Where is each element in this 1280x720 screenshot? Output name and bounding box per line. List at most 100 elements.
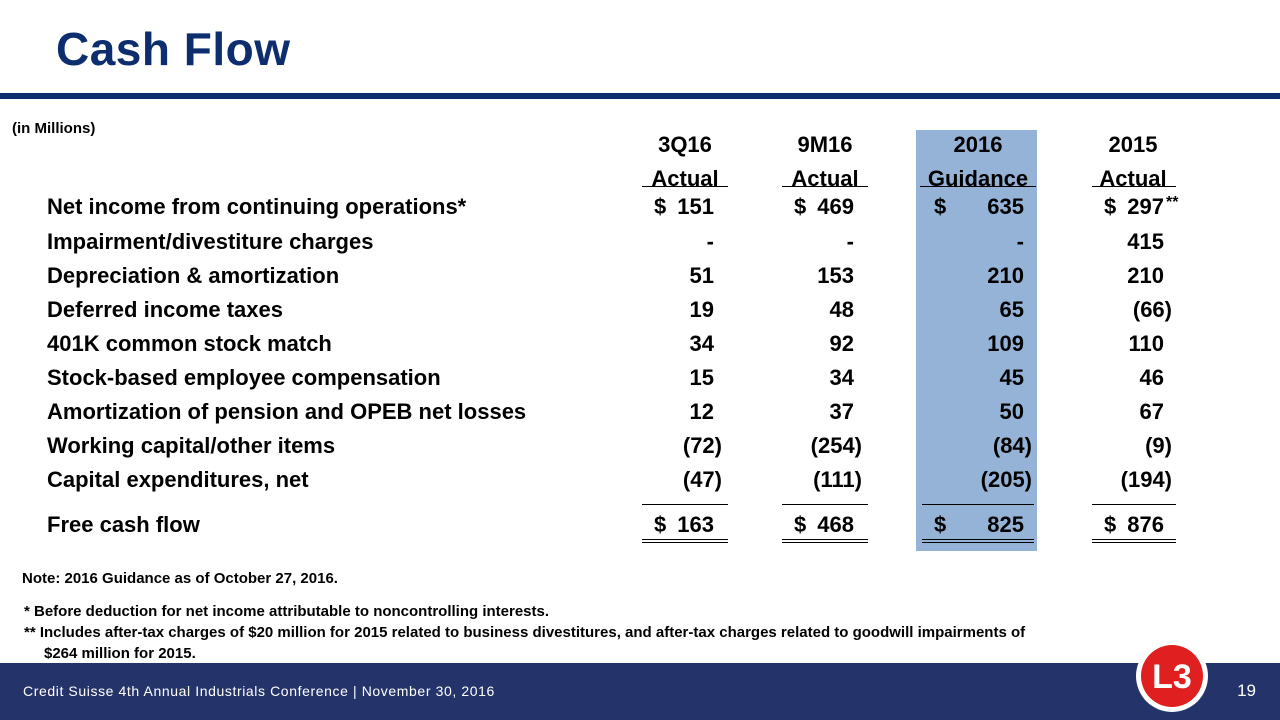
row-label-net-income: Net income from continuing operations* (47, 194, 467, 219)
net-income-footnote-marker: ** (1166, 186, 1192, 220)
column-header-period: 2015 (1108, 132, 1158, 157)
cell-value: 45 (999, 365, 1024, 390)
cell-deferred-taxes-2015: (66) (1104, 293, 1172, 327)
cell-impairment-2016: - (934, 225, 1024, 259)
subtotal-rule (642, 504, 728, 505)
row-label-free-cash-flow: Free cash flow (47, 512, 200, 537)
column-header-period: 3Q16 (658, 132, 712, 157)
guidance-column-highlight (916, 130, 1037, 551)
cell-stock-comp-2015: 46 (1104, 361, 1164, 395)
cell-free-cash-flow-2016: $ 825 (934, 508, 1024, 542)
cell-value: 37 (829, 399, 854, 424)
cell-401k-2016: 109 (934, 327, 1024, 361)
cell-value: 34 (689, 331, 714, 356)
cell-pension-2015: 67 (1104, 395, 1164, 429)
dollar-sign: $ (934, 194, 947, 219)
cell-deferred-taxes-2016: 65 (934, 293, 1024, 327)
cell-value: (254) (810, 433, 862, 458)
total-double-rule (642, 539, 728, 543)
cell-impairment-2015: 415 (1104, 225, 1164, 259)
cell-value: 51 (689, 263, 714, 288)
cell-value: 92 (829, 331, 854, 356)
cell-value: 109 (987, 331, 1024, 356)
cell-free-cash-flow-3q16: $ 163 (654, 508, 714, 542)
footer-bar: Credit Suisse 4th Annual Industrials Con… (0, 663, 1280, 720)
dollar-sign: $ (1104, 512, 1117, 537)
dollar-sign: $ (794, 512, 807, 537)
cell-working-capital-3q16: (72) (654, 429, 722, 463)
row-label-stock-comp: Stock-based employee compensation (47, 365, 441, 390)
dollar-sign: $ (934, 512, 947, 537)
cell-401k-2015: 110 (1104, 327, 1165, 361)
row-label-401k: 401K common stock match (47, 331, 332, 356)
cell-value: (205) (980, 467, 1032, 492)
cell-depreciation-2016: 210 (934, 259, 1024, 293)
cell-pension-2016: 50 (934, 395, 1024, 429)
logo-red-disc (1141, 645, 1203, 707)
total-double-rule (1092, 539, 1176, 543)
cell-working-capital-2015: (9) (1104, 429, 1172, 463)
cell-net-income-2015: $ 297 (1104, 190, 1164, 224)
cell-stock-comp-9m16: 34 (794, 361, 854, 395)
l3-logo-icon: L3 (1136, 640, 1208, 712)
cell-value: 468 (817, 512, 854, 537)
cell-capex-9m16: (111) (794, 463, 862, 497)
cell-value: (84) (992, 433, 1032, 458)
row-label-deferred-taxes: Deferred income taxes (47, 297, 283, 322)
cell-value: (47) (682, 467, 722, 492)
cell-401k-3q16: 34 (654, 327, 714, 361)
cell-value: 415 (1127, 229, 1164, 254)
cell-value: 825 (987, 512, 1024, 537)
column-header-period: 9M16 (797, 132, 853, 157)
cell-free-cash-flow-2015: $ 876 (1104, 508, 1164, 542)
cell-capex-2016: (205) (934, 463, 1032, 497)
cell-pension-9m16: 37 (794, 395, 854, 429)
cell-capex-3q16: (47) (654, 463, 722, 497)
header-underline (920, 186, 1036, 187)
cell-value: - (1016, 229, 1024, 254)
guidance-date-note: Note: 2016 Guidance as of October 27, 20… (22, 570, 338, 587)
cell-value: 34 (829, 365, 854, 390)
header-underline (1092, 186, 1176, 187)
cell-depreciation-2015: 210 (1104, 259, 1164, 293)
cell-impairment-3q16: - (654, 225, 714, 259)
row-label-working-capital: Working capital/other items (47, 433, 336, 458)
subtotal-rule (782, 504, 868, 505)
footnote-marker: ** (1166, 194, 1179, 211)
cell-value: - (846, 229, 854, 254)
logo-text: L3 (1152, 658, 1192, 696)
page-number: 19 (1237, 681, 1256, 700)
cell-stock-comp-2016: 45 (934, 361, 1024, 395)
dollar-sign: $ (654, 194, 667, 219)
cell-value: 210 (1127, 263, 1164, 288)
row-label-depreciation: Depreciation & amortization (47, 263, 340, 288)
cell-working-capital-9m16: (254) (794, 429, 862, 463)
cell-value: 110 (1128, 331, 1165, 356)
total-double-rule (922, 539, 1034, 543)
cell-value: 65 (999, 297, 1024, 322)
cell-capex-2015: (194) (1104, 463, 1172, 497)
cell-value: 48 (829, 297, 854, 322)
page-title: Cash Flow (56, 23, 291, 75)
dollar-sign: $ (794, 194, 807, 219)
cell-net-income-9m16: $ 469 (794, 190, 854, 224)
cell-free-cash-flow-9m16: $ 468 (794, 508, 854, 542)
cell-value: 210 (987, 263, 1024, 288)
cell-value: 50 (999, 399, 1024, 424)
subtotal-rule (922, 504, 1034, 505)
cell-value: 19 (689, 297, 714, 322)
cell-value: 297 (1127, 194, 1164, 219)
footnote-divestitures: ** Includes after-tax charges of $20 mil… (24, 624, 1026, 641)
cell-value: 876 (1127, 512, 1164, 537)
cell-value: 15 (689, 365, 714, 390)
cell-value: (111) (813, 467, 862, 492)
cell-value: 635 (987, 194, 1024, 219)
cell-value: 469 (817, 194, 854, 219)
cell-value: 163 (677, 512, 714, 537)
cell-value: (72) (682, 433, 722, 458)
dollar-sign: $ (654, 512, 667, 537)
cell-value: 153 (817, 263, 854, 288)
row-label-pension: Amortization of pension and OPEB net los… (47, 399, 527, 424)
subtotal-rule (1092, 504, 1176, 505)
total-double-rule (782, 539, 868, 543)
